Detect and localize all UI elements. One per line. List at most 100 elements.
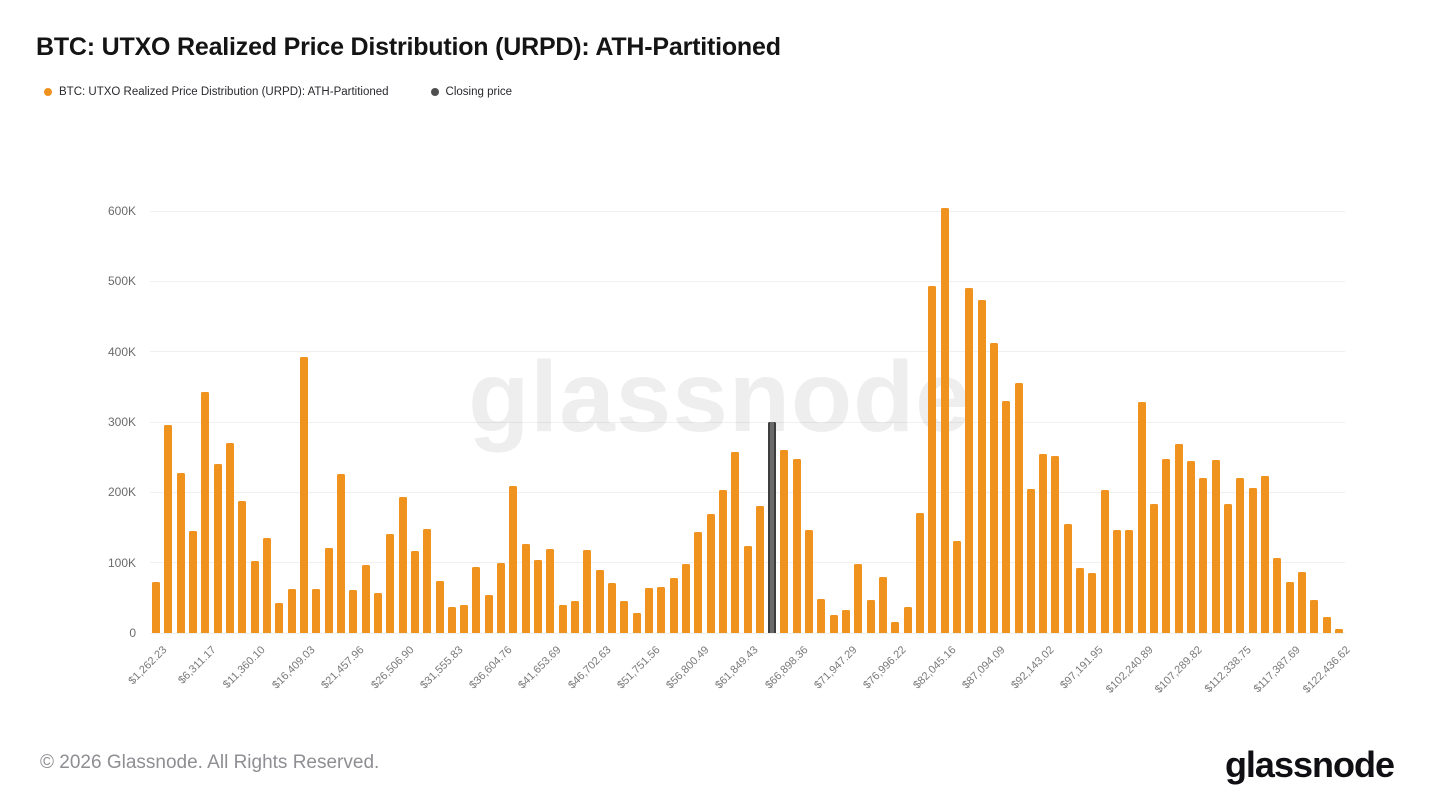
urpd-bar[interactable] <box>324 547 333 633</box>
urpd-bar[interactable] <box>989 342 998 633</box>
urpd-bar[interactable] <box>410 550 419 633</box>
urpd-bar[interactable] <box>287 588 296 633</box>
urpd-bar[interactable] <box>189 531 198 633</box>
urpd-bar[interactable] <box>1248 488 1257 633</box>
urpd-bar[interactable] <box>755 506 764 633</box>
urpd-bar[interactable] <box>1002 400 1011 633</box>
urpd-bar[interactable] <box>940 208 949 633</box>
urpd-bar[interactable] <box>1113 530 1122 633</box>
urpd-bar[interactable] <box>460 604 469 633</box>
urpd-bar[interactable] <box>534 559 543 633</box>
urpd-bar[interactable] <box>1211 459 1220 633</box>
urpd-bar[interactable] <box>1088 573 1097 633</box>
urpd-bar[interactable] <box>607 583 616 633</box>
urpd-bar[interactable] <box>546 548 555 633</box>
urpd-bar[interactable] <box>1137 401 1146 633</box>
urpd-bar[interactable] <box>657 586 666 633</box>
urpd-bar[interactable] <box>681 564 690 633</box>
urpd-bar[interactable] <box>915 513 924 633</box>
urpd-bar[interactable] <box>829 614 838 633</box>
urpd-bar[interactable] <box>891 622 900 633</box>
urpd-bar[interactable] <box>1260 476 1269 633</box>
urpd-bar[interactable] <box>903 606 912 633</box>
urpd-bar[interactable] <box>731 452 740 633</box>
urpd-bar[interactable] <box>1297 571 1306 633</box>
urpd-bar[interactable] <box>373 592 382 633</box>
urpd-bar[interactable] <box>854 564 863 633</box>
urpd-bar[interactable] <box>447 606 456 633</box>
urpd-bar[interactable] <box>176 472 185 633</box>
urpd-bar[interactable] <box>805 530 814 633</box>
urpd-bar[interactable] <box>694 531 703 633</box>
urpd-bar[interactable] <box>201 392 210 633</box>
urpd-bar[interactable] <box>1199 477 1208 633</box>
urpd-bar[interactable] <box>718 489 727 633</box>
urpd-bar[interactable] <box>669 578 678 633</box>
legend-item-closing-price[interactable]: Closing price <box>430 86 512 98</box>
urpd-bar[interactable] <box>558 604 567 633</box>
urpd-bar[interactable] <box>349 590 358 633</box>
urpd-bar[interactable] <box>152 582 161 633</box>
urpd-bar[interactable] <box>928 285 937 633</box>
urpd-bar[interactable] <box>472 566 481 633</box>
urpd-bar[interactable] <box>1125 530 1134 633</box>
urpd-bar[interactable] <box>866 599 875 633</box>
urpd-bar[interactable] <box>644 587 653 633</box>
urpd-bar[interactable] <box>792 458 801 633</box>
urpd-bar[interactable] <box>1162 458 1171 633</box>
urpd-bar[interactable] <box>1285 581 1294 633</box>
urpd-bar[interactable] <box>595 569 604 633</box>
urpd-bar[interactable] <box>1273 558 1282 633</box>
urpd-bar[interactable] <box>817 599 826 633</box>
urpd-bar[interactable] <box>842 609 851 633</box>
urpd-bar[interactable] <box>1039 454 1048 633</box>
urpd-bar[interactable] <box>1026 488 1035 633</box>
urpd-bar[interactable] <box>423 528 432 633</box>
urpd-bar[interactable] <box>1322 616 1331 633</box>
urpd-bar[interactable] <box>213 464 222 633</box>
urpd-bar[interactable] <box>1014 383 1023 633</box>
urpd-bar[interactable] <box>164 424 173 633</box>
urpd-bar[interactable] <box>521 544 530 633</box>
urpd-bar[interactable] <box>706 514 715 633</box>
urpd-bar[interactable] <box>1150 503 1159 633</box>
urpd-bar[interactable] <box>780 450 789 633</box>
urpd-bar[interactable] <box>275 602 284 633</box>
urpd-bar[interactable] <box>386 533 395 633</box>
urpd-bar[interactable] <box>583 550 592 633</box>
urpd-bar[interactable] <box>620 601 629 633</box>
urpd-bar[interactable] <box>1076 567 1085 633</box>
urpd-bar[interactable] <box>497 563 506 633</box>
urpd-bar[interactable] <box>571 601 580 633</box>
urpd-bar[interactable] <box>398 496 407 633</box>
urpd-bar[interactable] <box>1334 628 1343 633</box>
urpd-bar[interactable] <box>977 300 986 633</box>
urpd-bar[interactable] <box>1187 460 1195 633</box>
urpd-bar[interactable] <box>484 595 493 633</box>
legend-item-urpd[interactable]: BTC: UTXO Realized Price Distribution (U… <box>44 86 389 98</box>
closing-price-bar[interactable] <box>768 422 777 633</box>
urpd-bar[interactable] <box>263 538 272 633</box>
urpd-bar[interactable] <box>1100 489 1109 633</box>
urpd-bar[interactable] <box>965 288 974 633</box>
urpd-bar[interactable] <box>435 580 444 633</box>
urpd-bar[interactable] <box>632 613 641 633</box>
urpd-bar[interactable] <box>743 546 752 633</box>
urpd-bar[interactable] <box>1310 599 1319 633</box>
urpd-bar[interactable] <box>879 576 887 633</box>
urpd-bar[interactable] <box>1174 443 1183 633</box>
urpd-bar[interactable] <box>1223 504 1232 633</box>
urpd-bar[interactable] <box>1236 478 1245 633</box>
urpd-bar[interactable] <box>250 560 259 633</box>
urpd-bar[interactable] <box>299 357 308 633</box>
urpd-bar[interactable] <box>312 589 321 633</box>
urpd-bar[interactable] <box>361 564 370 633</box>
urpd-bar[interactable] <box>952 540 961 633</box>
urpd-bar[interactable] <box>238 501 247 633</box>
urpd-bar[interactable] <box>336 474 345 633</box>
urpd-bar[interactable] <box>509 486 518 633</box>
urpd-bar[interactable] <box>1051 455 1060 633</box>
urpd-bar[interactable] <box>226 443 235 633</box>
urpd-bar[interactable] <box>1063 523 1072 633</box>
